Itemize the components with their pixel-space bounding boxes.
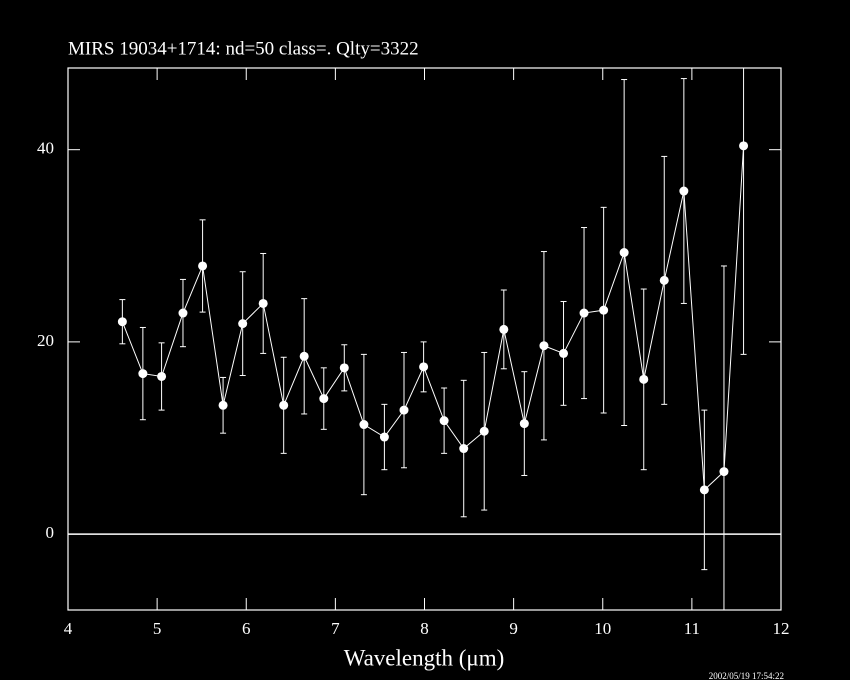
x-tick-label: 12 <box>773 619 790 638</box>
y-tick-label: 0 <box>46 523 55 542</box>
data-point <box>719 467 729 477</box>
data-point <box>559 348 569 358</box>
data-point <box>679 186 689 196</box>
x-tick-label: 9 <box>509 619 518 638</box>
x-tick-label: 6 <box>242 619 251 638</box>
data-point <box>178 308 188 318</box>
x-tick-label: 10 <box>594 619 611 638</box>
data-point <box>319 394 329 404</box>
data-point <box>157 371 167 381</box>
chart-title: MIRS 19034+1714: nd=50 class=. Qlty=3322 <box>68 38 419 59</box>
data-point <box>339 363 349 373</box>
data-point <box>659 275 669 285</box>
x-tick-label: 7 <box>331 619 340 638</box>
data-line <box>121 145 745 491</box>
x-axis-label: Wavelength (μm) <box>344 645 505 670</box>
x-tick-label: 4 <box>64 619 73 638</box>
data-point <box>479 426 489 436</box>
data-point <box>459 444 469 454</box>
x-tick-label: 8 <box>420 619 429 638</box>
data-point <box>198 261 208 271</box>
data-point <box>117 317 127 327</box>
data-point <box>258 298 268 308</box>
x-tick-label: 11 <box>684 619 700 638</box>
data-point <box>599 305 609 315</box>
data-point <box>399 405 409 415</box>
data-point <box>218 400 228 410</box>
data-point <box>739 141 749 151</box>
data-point <box>299 351 309 361</box>
data-point <box>499 324 509 334</box>
data-point <box>579 308 589 318</box>
y-tick-label: 20 <box>37 331 54 350</box>
data-point <box>619 248 629 258</box>
plot-area <box>68 68 781 610</box>
data-point <box>138 369 148 379</box>
data-point <box>359 420 369 430</box>
data-point <box>519 419 529 429</box>
data-point <box>238 319 248 329</box>
data-point <box>639 374 649 384</box>
data-point <box>439 416 449 426</box>
data-point <box>539 341 549 351</box>
data-point <box>279 400 289 410</box>
data-point <box>419 362 429 372</box>
plot-frame <box>67 67 782 611</box>
x-tick-label: 5 <box>153 619 162 638</box>
data-point <box>699 485 709 495</box>
timestamp: 2002/05/19 17:54:22 <box>709 671 784 680</box>
data-point <box>379 432 389 442</box>
y-tick-label: 40 <box>37 139 54 158</box>
